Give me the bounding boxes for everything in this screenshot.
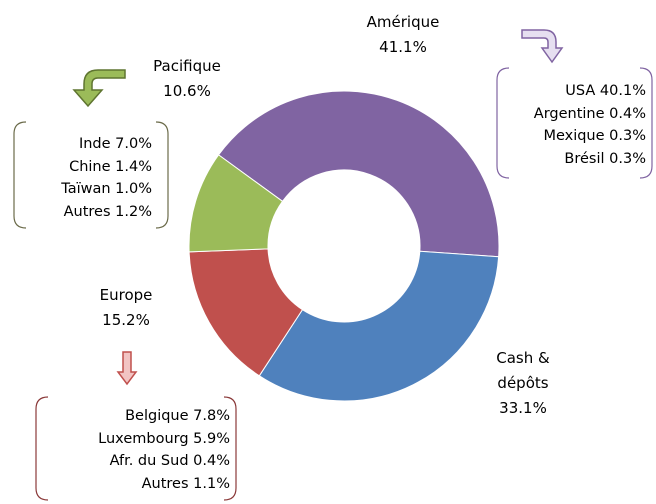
segment-label: Europe 15.2% [66,283,186,333]
breakdown-row: USA 40.1% [534,80,646,103]
category-label: Cash & dépôts [496,349,550,392]
breakdown-value: 7.8% [193,408,230,424]
breakdown-value: 1.4% [115,158,152,175]
breakdown-box: Inde 7.0% Chine 1.4% Taïwan 1.0% Autres 1.2… [61,133,152,223]
breakdown-row: Afr. du Sud 0.4% [98,450,230,473]
breakdown-item: Belgique [125,408,189,424]
breakdown-value: 40.1% [599,83,646,99]
segment-label: Pacifique 10.6% [127,54,247,104]
arrow [521,29,564,64]
arrow [116,351,138,386]
breakdown-row: Autres 1.1% [98,473,230,496]
category-label: Europe [99,286,153,304]
breakdown-item: USA [565,83,596,99]
breakdown-row: Autres 1.2% [61,201,152,224]
value-label: 33.1% [499,399,547,417]
breakdown-row: Brésil 0.3% [534,148,646,171]
breakdown-row: Belgique 7.8% [98,405,230,428]
breakdown-value: 5.9% [193,430,230,447]
donut-segment [258,250,500,402]
value-label: 10.6% [163,82,211,100]
category-label: Amérique [366,13,440,31]
breakdown-item: Mexique [543,128,605,144]
breakdown-value: 1.0% [115,181,152,197]
breakdown-row: Argentine 0.4% [534,103,646,126]
breakdown-box: USA 40.1% Argentine 0.4% Mexique 0.3% Brési… [534,80,646,170]
breakdown-value: 0.4% [609,105,646,122]
breakdown-item: Autres [141,475,189,492]
breakdown-item: Autres [63,203,111,220]
segment-label: Cash & dépôts 33.1% [483,346,563,421]
breakdown-value: 0.3% [609,150,646,167]
category-label: Pacifique [153,57,221,75]
segment-label: Amérique 41.1% [343,10,463,60]
breakdown-item: Afr. du Sud [109,453,189,469]
breakdown-row: Taïwan 1.0% [61,178,152,201]
breakdown-item: Luxembourg [98,430,189,447]
bracket [13,121,169,229]
arrow [72,69,126,108]
breakdown-value: 1.2% [115,203,152,220]
donut-segment [217,90,500,258]
breakdown-row: Mexique 0.3% [534,125,646,148]
breakdown-row: Luxembourg 5.9% [98,428,230,451]
breakdown-value: 0.4% [193,453,230,469]
breakdown-item: Taïwan [61,181,111,197]
bracket [35,396,237,501]
breakdown-item: Chine [69,158,111,175]
breakdown-item: Inde [78,136,111,152]
breakdown-value: 0.3% [609,128,646,144]
breakdown-value: 7.0% [115,136,152,152]
breakdown-item: Brésil [564,150,605,167]
donut-segment [188,154,284,253]
breakdown-row: Inde 7.0% [61,133,152,156]
breakdown-box: Belgique 7.8% Luxembourg 5.9% Afr. du Sud … [98,405,230,495]
value-label: 15.2% [102,311,150,329]
breakdown-row: Chine 1.4% [61,156,152,179]
breakdown-value: 1.1% [193,475,230,492]
breakdown-item: Argentine [533,105,605,122]
value-label: 41.1% [379,38,427,56]
donut-segment [188,248,304,377]
bracket [496,67,653,179]
